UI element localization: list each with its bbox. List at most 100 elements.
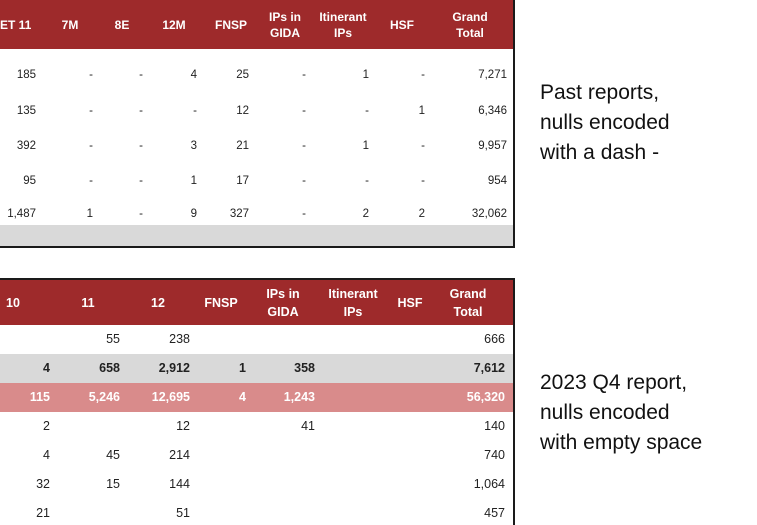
- table-cell: -: [139, 105, 143, 117]
- table-cell: [310, 412, 370, 441]
- table-cell: 358: [294, 361, 315, 375]
- table-row: 4 658 2,912 1 358 7,612: [0, 354, 513, 383]
- column-header: Grand Total: [452, 9, 488, 40]
- column-header: 12: [151, 296, 165, 310]
- table-cell: -: [139, 140, 143, 152]
- table-cell: 15: [106, 477, 120, 491]
- table-cell: 392: [16, 140, 36, 152]
- table-cell: 21: [36, 506, 50, 520]
- table-cell: [370, 470, 430, 499]
- table-cell: 115: [29, 390, 50, 404]
- table-row: 2 12 41 140: [0, 412, 513, 441]
- table-cell: 3: [190, 140, 197, 152]
- table-cell: 12: [236, 105, 249, 117]
- table-row: 95 - - 1 17 - - - 954: [0, 166, 513, 196]
- table-cell: 6,346: [478, 105, 507, 117]
- table-cell: [255, 441, 315, 470]
- table-cell: 954: [487, 175, 507, 187]
- column-header: FNSP: [214, 17, 247, 32]
- table-cell: [255, 325, 315, 354]
- table-cell: 1: [362, 140, 369, 152]
- table-cell: 9,957: [478, 140, 507, 152]
- table-cell: 45: [106, 448, 120, 462]
- column-header: 11: [81, 296, 95, 310]
- table-cell: [0, 325, 50, 354]
- table-cell: 185: [16, 69, 36, 81]
- table-cell: [186, 412, 246, 441]
- table-cell: [310, 354, 370, 383]
- table-cell: 7,612: [473, 361, 505, 375]
- table-cell: 740: [484, 448, 505, 462]
- column-header: 7M: [61, 17, 79, 32]
- table-cell: [255, 499, 315, 525]
- table-cell: 17: [236, 175, 249, 187]
- table-cell: 214: [169, 448, 190, 462]
- table-cell: -: [193, 105, 197, 117]
- past-report-table: ET 11 7M 8E 12M FNSP IPs in GIDA Itinera…: [0, 0, 515, 248]
- table-cell: -: [89, 105, 93, 117]
- table-cell: [310, 441, 370, 470]
- table-cell: -: [302, 175, 306, 187]
- table-cell: -: [139, 208, 143, 220]
- column-header: Grand Total: [449, 287, 487, 319]
- column-header: 12M: [162, 17, 186, 32]
- table-cell: -: [302, 105, 306, 117]
- q4-report-table: 10 11 12 FNSP IPs in GIDA Itinerant IPs …: [0, 278, 515, 525]
- table-cell: [255, 470, 315, 499]
- table-cell: 1: [362, 69, 369, 81]
- column-header: FNSP: [204, 296, 238, 310]
- table-cell: -: [421, 175, 425, 187]
- table-cell: 4: [43, 448, 50, 462]
- table-cell: 21: [236, 140, 249, 152]
- table-cell: 4: [239, 390, 246, 404]
- table-cell: 56,320: [466, 390, 505, 404]
- table-cell: 327: [229, 208, 249, 220]
- table-cell: [310, 383, 370, 412]
- table-cell: 144: [169, 477, 190, 491]
- table-row: 1,487 1 - 9 327 - 2 2 32,062: [0, 199, 513, 229]
- q4-report-table-header: 10 11 12 FNSP IPs in GIDA Itinerant IPs …: [0, 280, 513, 326]
- table-cell: 4: [190, 69, 197, 81]
- past-report-table-footer: [0, 225, 513, 246]
- table-cell: 238: [169, 332, 190, 346]
- table-cell: [186, 499, 246, 525]
- table-cell: -: [89, 69, 93, 81]
- column-header: HSF: [397, 296, 423, 310]
- column-header: 10: [6, 296, 20, 310]
- table-cell: [370, 354, 430, 383]
- column-header: Itinerant IPs: [319, 9, 367, 40]
- table-cell: 41: [301, 419, 315, 433]
- table-cell: -: [421, 140, 425, 152]
- table-cell: 55: [106, 332, 120, 346]
- table-cell: 7,271: [478, 69, 507, 81]
- table-cell: [60, 412, 120, 441]
- table-cell: 95: [23, 175, 36, 187]
- column-header: IPs in GIDA: [266, 287, 300, 319]
- table-cell: -: [89, 175, 93, 187]
- column-header: ET 11: [0, 17, 32, 32]
- table-cell: 1,064: [473, 477, 505, 491]
- table-cell: 457: [484, 506, 505, 520]
- table-cell: -: [302, 208, 306, 220]
- table-cell: 32: [36, 477, 50, 491]
- table-cell: [186, 470, 246, 499]
- table-cell: -: [365, 175, 369, 187]
- table-cell: 1,243: [283, 390, 315, 404]
- table-cell: 51: [176, 506, 190, 520]
- table-cell: [370, 412, 430, 441]
- table-cell: 2: [418, 208, 425, 220]
- table-cell: [370, 441, 430, 470]
- table-cell: -: [139, 175, 143, 187]
- table-cell: -: [302, 69, 306, 81]
- table-cell: 9: [190, 208, 197, 220]
- q4-report-note: 2023 Q4 report, nulls encoded with empty…: [540, 371, 703, 454]
- table-row: 21 51 457: [0, 499, 513, 525]
- column-header: Itinerant IPs: [328, 287, 378, 319]
- column-header: HSF: [390, 17, 414, 32]
- table-cell: 4: [43, 361, 50, 375]
- column-header: 8E: [114, 17, 130, 32]
- past-reports-note: Past reports, nulls encoded with a dash …: [540, 81, 670, 164]
- table-cell: [310, 470, 370, 499]
- table-cell: 5,246: [88, 390, 120, 404]
- table-cell: 1: [86, 208, 93, 220]
